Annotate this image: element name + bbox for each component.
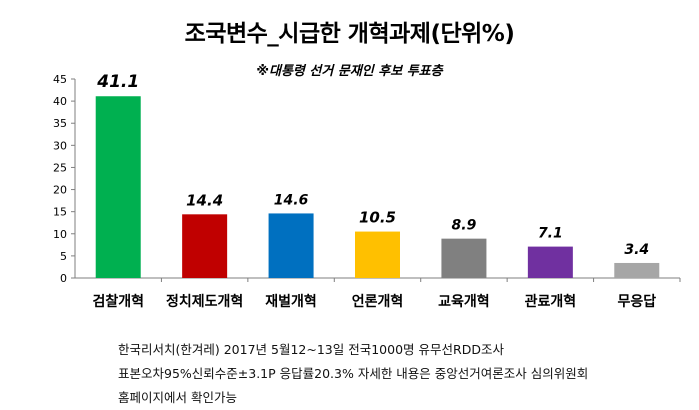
y-tick-label: 25 [53,161,67,174]
y-tick-label: 40 [53,95,67,108]
y-tick-label: 15 [53,206,67,219]
data-label: 8.9 [452,218,477,234]
x-tick-label: 교육개혁 [438,293,490,310]
note-line: 한국리서치(한겨레) 2017년 5월12~13일 전국1000명 유무선RDD… [118,342,504,357]
bar [268,213,314,278]
bar [182,214,228,278]
y-tick-label: 35 [53,117,67,130]
x-tick-label: 재벌개혁 [265,293,317,310]
x-tick-label: 무응답 [617,293,656,310]
bar [95,96,141,278]
chart-subtitle: ※대통령 선거 문재인 후보 투표층 [256,64,443,79]
data-label: 14.6 [274,192,309,208]
bar [614,262,660,278]
x-tick-label: 검찰개혁 [92,293,144,310]
bar [355,231,400,278]
data-label: 41.1 [96,72,139,92]
y-tick-label: 10 [53,228,67,241]
x-tick-label: 관료개혁 [525,293,577,310]
x-tick-label: 정치제도개혁 [166,293,243,310]
survey-notes: 한국리서치(한겨레) 2017년 5월12~13일 전국1000명 유무선RDD… [118,338,588,410]
bar [527,246,573,278]
y-tick-label: 30 [53,139,67,152]
note-line: 표본오차95%신뢰수준±3.1P 응답률20.3% 자세한 내용은 중앙선거여론… [118,366,589,381]
bar [441,238,487,278]
data-label: 14.4 [186,191,223,209]
x-tick-label: 언론개혁 [352,293,404,310]
y-tick-label: 0 [60,272,67,285]
data-label: 10.5 [359,209,396,227]
data-label: 7.1 [538,226,563,242]
note-line: 홈페이지에서 확인가능 [118,390,237,405]
chart-title: 조국변수_시급한 개혁과제(단위%) [184,21,515,47]
y-tick-label: 45 [53,73,67,86]
y-tick-label: 20 [53,184,67,197]
data-label: 3.4 [624,242,649,258]
y-tick-label: 5 [60,250,67,263]
